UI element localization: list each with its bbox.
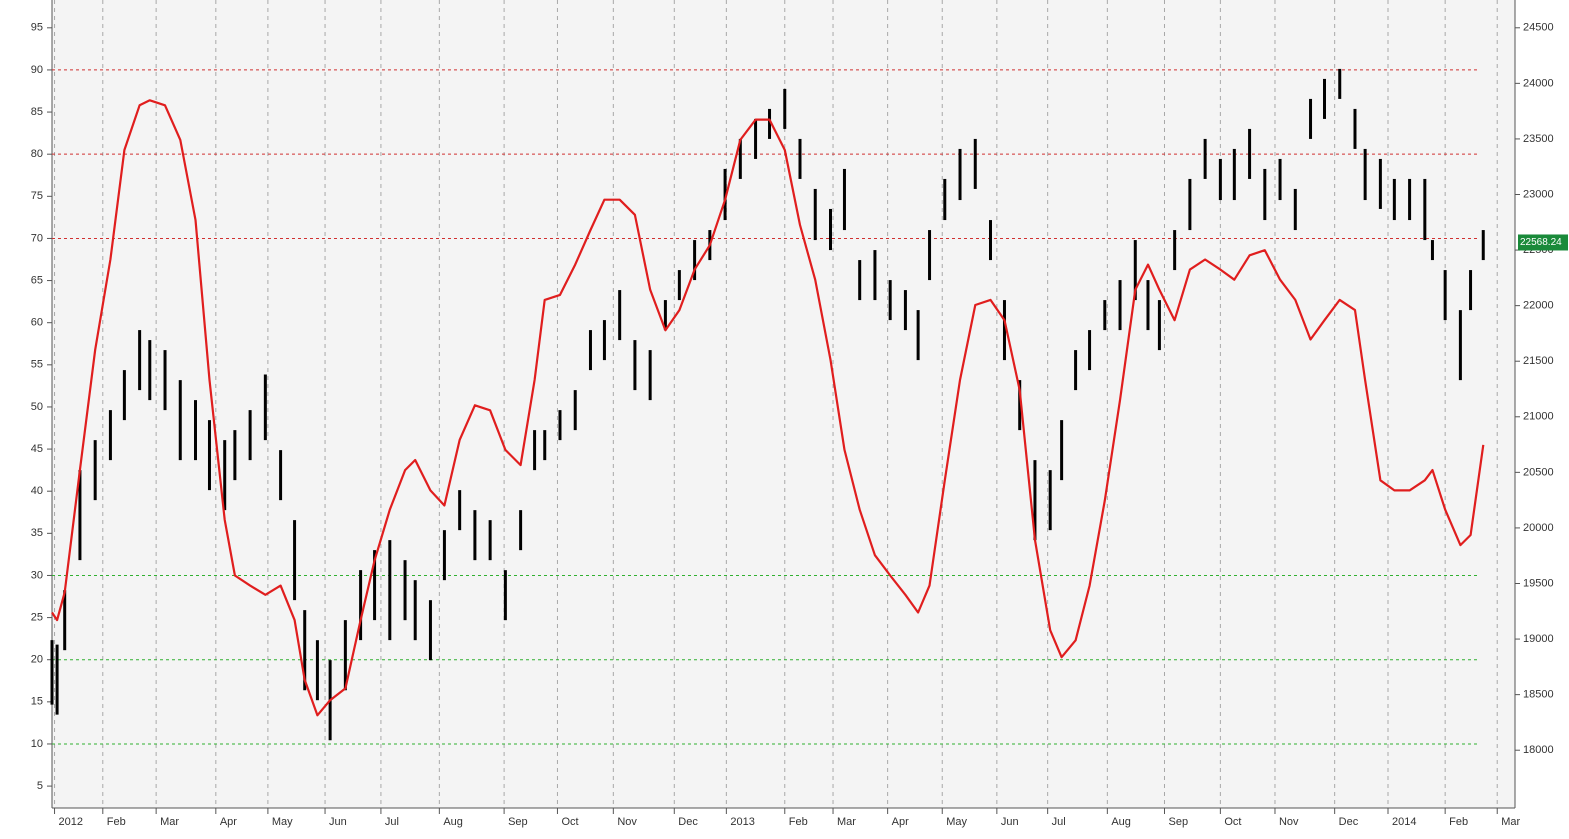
x-tick-label: Feb xyxy=(789,816,808,828)
x-tick-label: Feb xyxy=(1449,816,1468,828)
y2-tick-label: 22000 xyxy=(1523,300,1554,312)
y2-tick-label: 18000 xyxy=(1523,744,1554,756)
y-tick-label: 40 xyxy=(31,485,43,497)
y2-tick-label: 19500 xyxy=(1523,577,1554,589)
y2-tick-label: 23000 xyxy=(1523,188,1554,200)
x-tick-label: Apr xyxy=(220,816,237,828)
y-tick-label: 80 xyxy=(31,148,43,160)
x-tick-label: Apr xyxy=(892,816,909,828)
x-tick-label: Jul xyxy=(1052,816,1066,828)
y-tick-label: 45 xyxy=(31,443,43,455)
y-tick-label: 60 xyxy=(31,317,43,329)
y-tick-label: 70 xyxy=(31,232,43,244)
x-tick-label: Aug xyxy=(1111,816,1131,828)
y2-tick-label: 20000 xyxy=(1523,522,1554,534)
y2-tick-label: 21500 xyxy=(1523,355,1554,367)
x-tick-label: Dec xyxy=(678,816,698,828)
y2-tick-label: 21000 xyxy=(1523,411,1554,423)
x-tick-label: Jun xyxy=(329,816,347,828)
x-tick-label: Sep xyxy=(508,816,528,828)
y2-tick-label: 19000 xyxy=(1523,633,1554,645)
x-tick-label: Sep xyxy=(1168,816,1188,828)
x-tick-label: Jun xyxy=(1001,816,1019,828)
x-tick-label: Nov xyxy=(1279,816,1299,828)
oscillator-line xyxy=(51,99,1485,717)
last-price-label: 22568.24 xyxy=(1520,237,1562,248)
x-tick-label: Aug xyxy=(443,816,463,828)
x-tick-label: Mar xyxy=(160,816,179,828)
y-tick-label: 10 xyxy=(31,738,43,750)
x-tick-label: 2014 xyxy=(1392,816,1416,828)
x-tick-label: 2012 xyxy=(59,816,83,828)
x-tick-label: 2013 xyxy=(730,816,754,828)
y-tick-label: 50 xyxy=(31,401,43,413)
y2-tick-label: 24500 xyxy=(1523,22,1554,34)
y2-tick-label: 18500 xyxy=(1523,689,1554,701)
x-tick-label: Dec xyxy=(1339,816,1359,828)
x-tick-label: Nov xyxy=(617,816,637,828)
y-tick-label: 85 xyxy=(31,106,43,118)
x-tick-label: Jul xyxy=(385,816,399,828)
y-tick-label: 90 xyxy=(31,64,43,76)
y-tick-label: 65 xyxy=(31,274,43,286)
plot-area xyxy=(52,0,1515,808)
y-tick-label: 95 xyxy=(31,22,43,34)
left-axis-panel xyxy=(0,0,52,834)
x-tick-label: May xyxy=(272,816,293,828)
y-tick-label: 15 xyxy=(31,696,43,708)
x-tick-label: Mar xyxy=(1501,816,1520,828)
y-tick-label: 20 xyxy=(31,654,43,666)
y-tick-label: 75 xyxy=(31,190,43,202)
y-tick-label: 35 xyxy=(31,527,43,539)
x-tick-label: Feb xyxy=(107,816,126,828)
y2-tick-label: 23500 xyxy=(1523,133,1554,145)
y-tick-label: 5 xyxy=(37,780,43,792)
y2-tick-label: 24000 xyxy=(1523,77,1554,89)
y-tick-label: 30 xyxy=(31,569,43,581)
x-tick-label: Mar xyxy=(837,816,856,828)
x-tick-label: May xyxy=(946,816,967,828)
y2-tick-label: 20500 xyxy=(1523,466,1554,478)
x-tick-label: Oct xyxy=(561,816,578,828)
y-tick-label: 25 xyxy=(31,611,43,623)
last-price-box xyxy=(1518,234,1568,251)
x-tick-label: Oct xyxy=(1224,816,1241,828)
y-tick-label: 55 xyxy=(31,359,43,371)
